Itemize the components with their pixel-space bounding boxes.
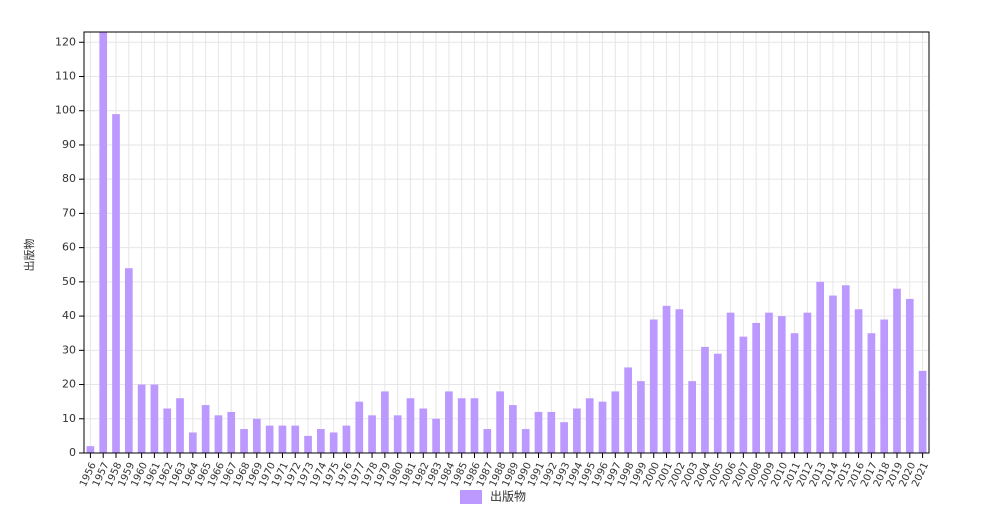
bar bbox=[99, 32, 108, 453]
bar bbox=[393, 415, 402, 453]
y-tick-label: 20 bbox=[62, 378, 76, 391]
y-axis-label: 出版物 bbox=[22, 239, 36, 272]
bar bbox=[752, 322, 760, 453]
bar bbox=[726, 312, 735, 453]
bar bbox=[201, 405, 210, 453]
bar bbox=[675, 309, 684, 453]
bar bbox=[457, 398, 466, 453]
bar bbox=[483, 429, 492, 453]
bar bbox=[86, 446, 95, 453]
bar bbox=[265, 425, 274, 453]
bar bbox=[816, 281, 825, 453]
bar bbox=[112, 114, 120, 453]
bar bbox=[240, 429, 248, 453]
y-tick-label: 100 bbox=[55, 104, 76, 117]
y-tick-label: 70 bbox=[62, 206, 76, 219]
bar bbox=[317, 429, 325, 453]
bar bbox=[342, 425, 351, 453]
bar bbox=[214, 415, 223, 453]
bar bbox=[509, 405, 517, 453]
plot-frame bbox=[83, 31, 930, 454]
y-tick-label: 10 bbox=[62, 412, 76, 425]
bar bbox=[381, 391, 389, 453]
y-tick-label: 80 bbox=[62, 172, 76, 185]
bar bbox=[368, 415, 376, 453]
bar bbox=[176, 398, 184, 453]
legend-swatch bbox=[460, 490, 482, 504]
bar bbox=[560, 422, 568, 453]
bar bbox=[611, 391, 620, 453]
bar bbox=[790, 333, 799, 453]
y-tick-label: 60 bbox=[62, 241, 76, 254]
plot-area bbox=[84, 32, 929, 453]
bar bbox=[329, 432, 338, 453]
bar bbox=[521, 429, 530, 453]
bar bbox=[406, 398, 415, 453]
bar bbox=[150, 384, 159, 453]
bar bbox=[803, 312, 812, 453]
bar bbox=[137, 384, 146, 453]
bar bbox=[304, 435, 312, 453]
bar bbox=[432, 418, 440, 453]
y-tick-label: 90 bbox=[62, 138, 76, 151]
bar bbox=[188, 432, 197, 453]
bar bbox=[880, 319, 889, 453]
bar bbox=[253, 418, 261, 453]
legend-label: 出版物 bbox=[490, 490, 526, 504]
bar bbox=[649, 319, 658, 453]
bar bbox=[918, 370, 927, 453]
bar bbox=[419, 408, 428, 453]
bar bbox=[470, 398, 479, 453]
bar bbox=[496, 391, 504, 453]
bar bbox=[573, 408, 581, 453]
bar bbox=[777, 316, 786, 453]
bar bbox=[445, 391, 453, 453]
bar bbox=[585, 398, 594, 453]
y-tick-label: 110 bbox=[55, 69, 76, 82]
bar bbox=[534, 411, 543, 453]
bar bbox=[124, 268, 133, 453]
y-tick-label: 0 bbox=[69, 446, 76, 459]
bar bbox=[854, 309, 863, 453]
bar bbox=[739, 336, 748, 453]
y-tick-label: 50 bbox=[62, 275, 76, 288]
y-tick-label: 40 bbox=[62, 309, 76, 322]
bar bbox=[893, 288, 901, 453]
y-tick-label: 120 bbox=[55, 35, 76, 48]
bar bbox=[905, 298, 914, 453]
bar bbox=[688, 381, 696, 453]
bar bbox=[624, 367, 632, 453]
bar bbox=[355, 401, 364, 453]
bar bbox=[841, 285, 850, 453]
bar bbox=[598, 401, 607, 453]
bar bbox=[867, 333, 876, 453]
bar bbox=[227, 411, 236, 453]
bar bbox=[765, 312, 773, 453]
bar bbox=[163, 408, 172, 453]
bar bbox=[637, 381, 645, 453]
bar bbox=[701, 346, 709, 453]
y-tick-label: 30 bbox=[62, 343, 76, 356]
bar bbox=[662, 305, 671, 453]
bar bbox=[547, 411, 556, 453]
bar bbox=[291, 425, 300, 453]
bar bbox=[713, 353, 722, 453]
bar bbox=[278, 425, 287, 453]
bar bbox=[829, 295, 837, 453]
